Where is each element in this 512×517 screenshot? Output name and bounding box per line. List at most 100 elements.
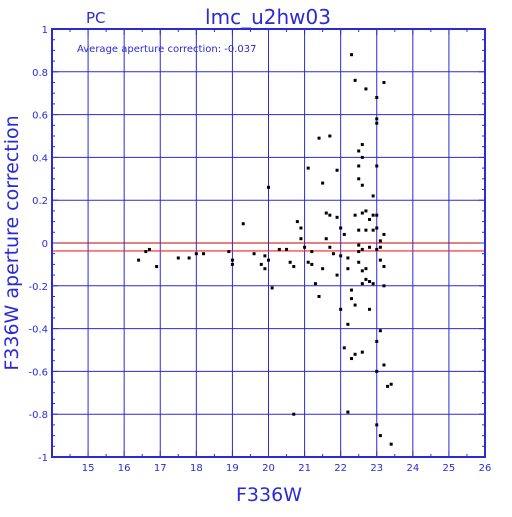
data-point	[187, 256, 191, 260]
data-point	[259, 262, 263, 266]
data-point	[292, 265, 296, 269]
grid	[52, 29, 485, 457]
x-tick-label: 16	[118, 463, 131, 474]
data-point	[317, 136, 321, 140]
data-point	[299, 226, 303, 230]
data-point	[328, 245, 332, 249]
y-tick-labels: -1 -0.8 -0.6 -0.4 -0.2 0 0.2 0.4 0.6 0.8 1	[28, 25, 48, 464]
x-tick-label: 26	[479, 463, 492, 474]
data-point	[342, 346, 346, 350]
data-point	[295, 220, 299, 224]
data-point	[335, 168, 339, 172]
data-point	[360, 143, 364, 147]
data-point	[368, 217, 372, 221]
data-point	[310, 262, 314, 266]
data-point	[194, 252, 198, 256]
data-point	[357, 260, 361, 264]
data-point	[389, 382, 393, 386]
data-point	[299, 237, 303, 241]
data-point	[335, 215, 339, 219]
chart-title: lmc_u2hw03	[205, 5, 331, 29]
data-point	[292, 412, 296, 416]
data-point	[371, 228, 375, 232]
x-tick-label: 19	[226, 463, 239, 474]
data-point	[378, 258, 382, 262]
data-point	[368, 280, 372, 284]
data-point	[328, 213, 332, 217]
data-point	[357, 164, 361, 168]
data-point	[360, 247, 364, 251]
data-point	[346, 256, 350, 260]
y-tick-label: 0.2	[32, 196, 48, 207]
data-point	[364, 209, 368, 213]
data-point	[230, 262, 234, 266]
data-point	[360, 350, 364, 354]
axis-ticks	[51, 28, 486, 458]
data-point	[339, 254, 343, 258]
data-point	[324, 237, 328, 241]
data-point	[241, 222, 245, 226]
data-point	[386, 384, 390, 388]
data-point	[382, 284, 386, 288]
data-point	[375, 121, 379, 125]
data-point	[364, 228, 368, 232]
data-point	[360, 183, 364, 187]
data-point	[288, 260, 292, 264]
data-point	[144, 250, 148, 254]
y-tick-label: 1	[42, 25, 48, 36]
data-point	[339, 226, 343, 230]
x-tick-label: 23	[370, 463, 383, 474]
data-point	[202, 252, 206, 256]
average-correction-annotation: Average aperture correction: -0.037	[77, 44, 257, 55]
y-tick-label: -0.8	[28, 410, 48, 421]
data-point	[375, 247, 379, 251]
x-tick-label: 21	[298, 463, 311, 474]
data-point	[375, 423, 379, 427]
x-tick-label: 15	[82, 463, 95, 474]
data-point	[364, 87, 368, 91]
data-point	[353, 352, 357, 356]
y-tick-label: 0	[42, 239, 48, 250]
detector-label: PC	[86, 9, 106, 27]
data-point	[310, 250, 314, 254]
data-point	[360, 269, 364, 273]
data-point	[378, 239, 382, 243]
data-point	[357, 228, 361, 232]
x-tick-label: 18	[190, 463, 203, 474]
data-point	[313, 282, 317, 286]
data-point	[371, 213, 375, 217]
x-tick-label: 25	[443, 463, 456, 474]
data-point	[349, 53, 353, 57]
data-point	[285, 247, 289, 251]
y-tick-label: 0.8	[32, 68, 48, 79]
data-point	[306, 166, 310, 170]
data-point	[375, 164, 379, 168]
data-point	[267, 185, 270, 189]
data-points	[137, 53, 393, 446]
y-tick-label: 0.6	[32, 111, 48, 122]
data-point	[382, 81, 386, 84]
data-point	[353, 78, 357, 82]
data-point	[357, 250, 361, 254]
data-point	[378, 329, 382, 333]
y-tick-label: -0.2	[28, 282, 48, 293]
y-tick-label: 0.4	[32, 153, 48, 164]
data-point	[303, 245, 307, 249]
data-point	[349, 297, 353, 301]
data-point	[360, 211, 364, 215]
x-axis-label: F336W	[236, 484, 302, 506]
data-point	[342, 232, 346, 236]
data-point	[317, 295, 321, 298]
data-point	[147, 247, 151, 251]
data-point	[277, 247, 281, 251]
data-point	[335, 273, 339, 277]
data-point	[346, 322, 350, 326]
data-point	[346, 410, 350, 414]
data-point	[349, 288, 353, 292]
data-point	[353, 213, 357, 217]
x-tick-labels: 15 16 17 18 19 20 21 22 23 24 25 26	[82, 463, 492, 474]
data-point	[306, 260, 310, 264]
data-point	[321, 267, 325, 271]
